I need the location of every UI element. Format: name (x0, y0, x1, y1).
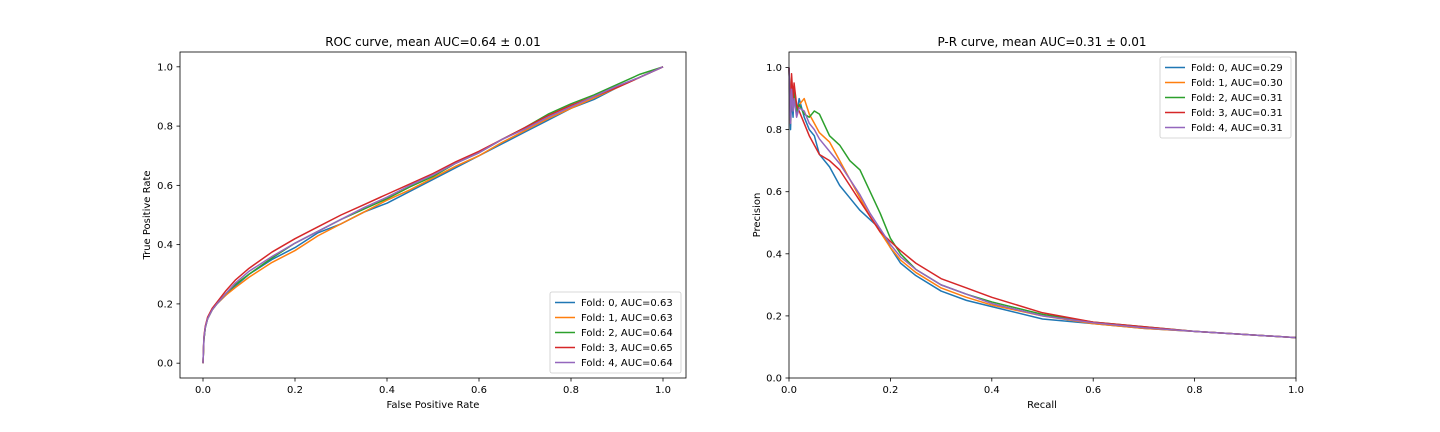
pr-series-line-fold-4 (788, 67, 1297, 339)
roc-chart-title: ROC curve, mean AUC=0.64 ± 0.01 (325, 35, 541, 49)
pr-y-tick-label: 1.0 (766, 63, 782, 74)
pr-x-tick-label: 0.8 (1187, 385, 1203, 396)
pr-series-line-fold-3 (788, 67, 1297, 339)
pr-legend-label-1: Fold: 1, AUC=0.30 (1191, 78, 1283, 89)
pr-x-axis-label: Recall (1027, 400, 1057, 411)
roc-x-tick-label: 1.0 (655, 385, 671, 396)
pr-legend-label-4: Fold: 4, AUC=0.31 (1191, 123, 1283, 134)
roc-legend-label-4: Fold: 4, AUC=0.64 (581, 358, 673, 369)
roc-plot-frame (179, 51, 687, 379)
pr-chart-title: P-R curve, mean AUC=0.31 ± 0.01 (937, 35, 1146, 49)
pr-legend: Fold: 0, AUC=0.29 Fold: 1, AUC=0.30 Fold: … (1159, 56, 1292, 139)
roc-series-line-fold-4 (202, 66, 664, 364)
pr-chart: P-R curve, mean AUC=0.31 ± 0.01 Recall P… (752, 35, 1304, 411)
roc-y-tick-label: 0.8 (157, 122, 173, 133)
pr-y-tick-label: 0.2 (766, 311, 782, 322)
roc-legend: Fold: 0, AUC=0.63 Fold: 1, AUC=0.63 Fold: … (549, 291, 682, 374)
pr-y-tick-label: 0.6 (766, 187, 782, 198)
roc-x-axis-label: False Positive Rate (387, 400, 480, 411)
pr-legend-label-3: Fold: 3, AUC=0.31 (1191, 108, 1283, 119)
roc-y-tick-label: 0.4 (157, 240, 173, 251)
roc-x-tick-label: 0.6 (471, 385, 487, 396)
roc-legend-label-0: Fold: 0, AUC=0.63 (581, 298, 673, 309)
roc-y-axis-label: True Positive Rate (142, 170, 153, 260)
pr-lines (788, 67, 1297, 339)
roc-legend-box (549, 291, 682, 374)
roc-y-tick-label: 0.6 (157, 181, 173, 192)
pr-legend-label-0: Fold: 0, AUC=0.29 (1191, 63, 1283, 74)
pr-y-tick-label: 0.4 (766, 249, 782, 260)
roc-x-tick-label: 0.2 (287, 385, 303, 396)
pr-series-line-fold-2 (788, 67, 1297, 339)
pr-plot-frame (788, 51, 1297, 379)
roc-x-tick-label: 0.0 (195, 385, 211, 396)
pr-x-tick-label: 1.0 (1288, 385, 1304, 396)
pr-x-tick-label: 0.0 (781, 385, 797, 396)
roc-lines (202, 66, 664, 364)
roc-y-tick-label: 1.0 (157, 62, 173, 73)
pr-x-tick-label: 0.6 (1085, 385, 1101, 396)
pr-x-tick-label: 0.2 (882, 385, 898, 396)
roc-x-tick-label: 0.8 (563, 385, 579, 396)
roc-x-tick-label: 0.4 (379, 385, 395, 396)
roc-legend-label-2: Fold: 2, AUC=0.64 (581, 328, 673, 339)
roc-series-line-fold-3 (202, 66, 664, 364)
roc-legend-label-1: Fold: 1, AUC=0.63 (581, 313, 673, 324)
pr-legend-label-2: Fold: 2, AUC=0.31 (1191, 93, 1283, 104)
pr-y-axis-label: Precision (752, 193, 763, 238)
pr-x-tick-label: 0.4 (984, 385, 1000, 396)
roc-axis-ticks: 0.0 0.2 0.4 0.6 0.8 1.0 0.0 0.2 0.4 0.6 0.8 1.0 (157, 62, 671, 396)
roc-y-tick-label: 0.0 (157, 359, 173, 370)
pr-y-tick-label: 0.8 (766, 125, 782, 136)
roc-y-tick-label: 0.2 (157, 299, 173, 310)
roc-chart: ROC curve, mean AUC=0.64 ± 0.01 False Po… (142, 35, 687, 411)
roc-legend-label-3: Fold: 3, AUC=0.65 (581, 343, 673, 354)
pr-axis-ticks: 0.0 0.2 0.4 0.6 0.8 1.0 0.0 0.2 0.4 0.6 0.8 1.0 (766, 63, 1304, 396)
pr-legend-box (1159, 56, 1292, 139)
pr-y-tick-label: 0.0 (766, 374, 782, 385)
